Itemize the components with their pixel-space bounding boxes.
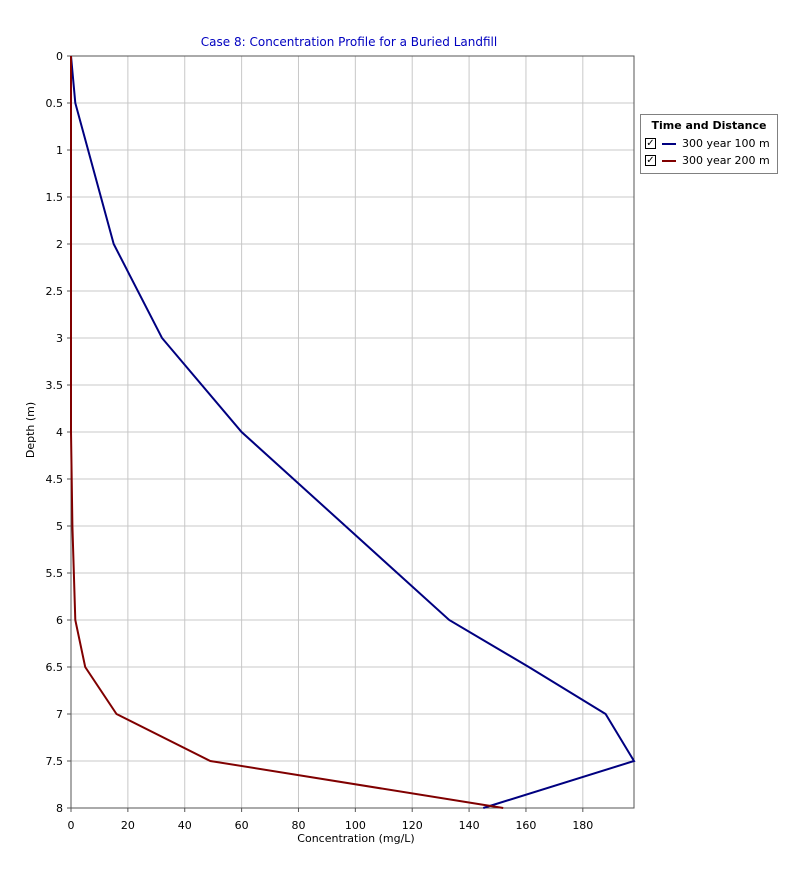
y-tick-label: 7.5 [46, 755, 64, 768]
chart-title: Case 8: Concentration Profile for a Buri… [201, 35, 497, 49]
y-tick-label: 8 [56, 802, 63, 815]
y-tick-label: 5.5 [46, 567, 64, 580]
y-tick-label: 2.5 [46, 285, 64, 298]
y-tick-label: 6 [56, 614, 63, 627]
legend-item-series-1[interactable]: ✓ 300 year 100 m [645, 135, 777, 152]
y-axis-label: Depth (m) [24, 402, 37, 458]
y-tick-label: 3 [56, 332, 63, 345]
legend-checkbox-series-2[interactable]: ✓ [645, 155, 656, 166]
x-tick-label: 60 [235, 819, 249, 832]
legend: Time and Distance ✓ 300 year 100 m ✓ 300… [640, 114, 778, 174]
x-tick-label: 100 [345, 819, 366, 832]
legend-label-series-1: 300 year 100 m [682, 137, 770, 150]
x-tick-label: 120 [402, 819, 423, 832]
x-tick-label: 40 [178, 819, 192, 832]
y-tick-label: 4 [56, 426, 63, 439]
y-tick-label: 6.5 [46, 661, 64, 674]
x-tick-label: 140 [459, 819, 480, 832]
x-tick-label: 160 [515, 819, 536, 832]
y-axis-ticks: 0 0.5 1 1.5 2 2.5 3 3.5 4 4.5 5 5.5 6 6.5 7 7.5 8 [46, 50, 72, 815]
x-tick-label: 0 [68, 819, 75, 832]
legend-title: Time and Distance [641, 119, 777, 135]
y-tick-label: 1 [56, 144, 63, 157]
y-tick-label: 3.5 [46, 379, 64, 392]
x-tick-label: 180 [572, 819, 593, 832]
x-tick-label: 80 [291, 819, 305, 832]
y-tick-label: 2 [56, 238, 63, 251]
legend-item-series-2[interactable]: ✓ 300 year 200 m [645, 152, 777, 169]
y-tick-label: 4.5 [46, 473, 64, 486]
x-axis-label: Concentration (mg/L) [297, 832, 414, 845]
y-tick-label: 0 [56, 50, 63, 63]
y-tick-label: 7 [56, 708, 63, 721]
legend-swatch-series-1 [662, 143, 676, 145]
legend-swatch-series-2 [662, 160, 676, 162]
y-tick-label: 0.5 [46, 97, 64, 110]
y-tick-label: 1.5 [46, 191, 64, 204]
legend-label-series-2: 300 year 200 m [682, 154, 770, 167]
x-axis-ticks: 0 20 40 60 80 100 120 140 160 180 [68, 808, 594, 832]
legend-checkbox-series-1[interactable]: ✓ [645, 138, 656, 149]
y-tick-label: 5 [56, 520, 63, 533]
grid-layer [71, 56, 634, 808]
x-tick-label: 20 [121, 819, 135, 832]
